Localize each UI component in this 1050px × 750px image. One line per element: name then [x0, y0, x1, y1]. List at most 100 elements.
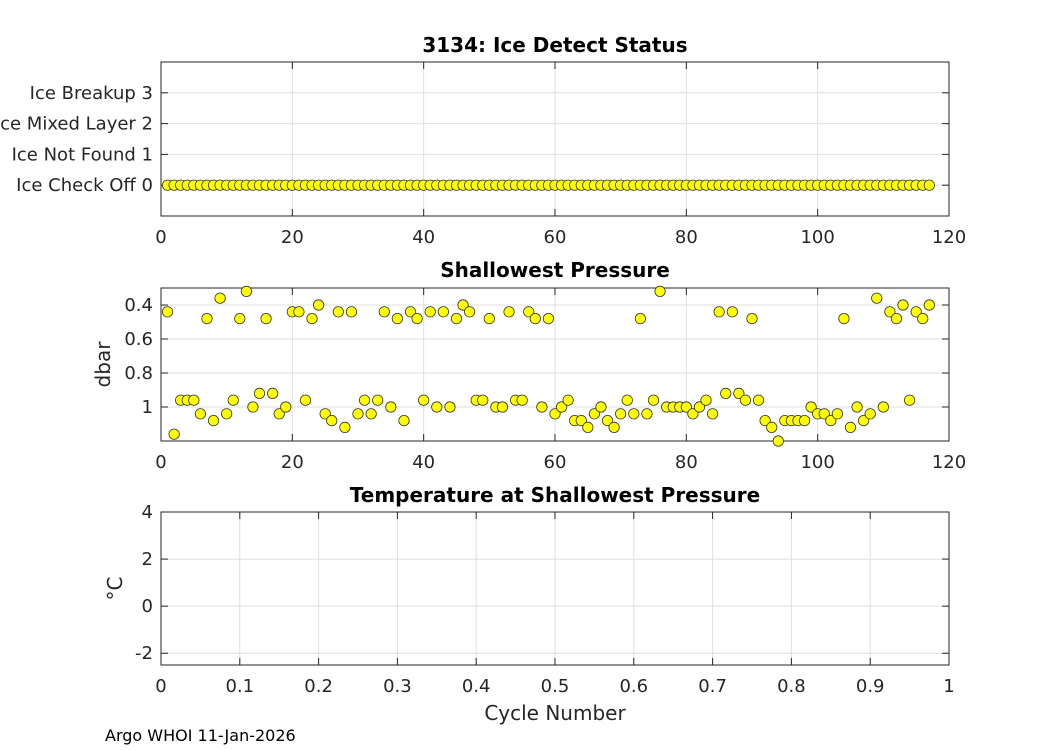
data-point — [424, 306, 436, 318]
data-point — [641, 408, 653, 420]
x-tick-label: 60 — [544, 452, 567, 473]
y-tick-label: 4 — [142, 502, 153, 523]
data-point — [385, 401, 397, 413]
y-tick-label: 1 — [142, 397, 153, 418]
data-point — [713, 306, 725, 318]
data-point — [838, 312, 850, 325]
data-point — [227, 394, 239, 406]
data-point — [240, 285, 252, 297]
data-point — [365, 408, 377, 420]
x-tick-label: 80 — [675, 452, 698, 473]
x-tick-label: 40 — [412, 452, 435, 473]
data-point — [746, 312, 758, 325]
data-point — [221, 408, 233, 420]
data-point — [391, 312, 403, 325]
data-point — [477, 394, 489, 406]
data-point — [772, 435, 784, 447]
data-point — [582, 421, 594, 433]
data-point — [378, 306, 390, 318]
data-point — [234, 312, 246, 325]
data-point — [319, 408, 331, 420]
x-tick-label: 1 — [943, 676, 954, 697]
x-tick-label: 0 — [155, 452, 166, 473]
data-point — [706, 408, 719, 420]
data-point — [555, 401, 568, 413]
y-tick-label: Ice Check Off 0 — [16, 175, 153, 196]
x-tick-label: 20 — [281, 227, 304, 248]
data-point — [877, 401, 889, 413]
data-point — [404, 306, 417, 318]
temperature-axes: 0 0.1 0.2 0.3 0.4 0.5 0.6 0.7 0.8 0.9 1-2024Temper… — [103, 483, 955, 725]
data-point — [457, 299, 469, 311]
data-point — [628, 408, 640, 420]
data-point — [608, 421, 620, 433]
data-point — [503, 306, 515, 318]
data-point — [201, 312, 213, 325]
data-point — [831, 408, 843, 420]
data-point — [588, 408, 601, 420]
x-tick-label: 80 — [675, 227, 698, 248]
y-tick-label: 2 — [142, 549, 153, 570]
data-point — [575, 414, 587, 427]
data-point — [923, 299, 935, 311]
x-tick-label: 0.8 — [777, 676, 806, 697]
chart-title: Temperature at Shallowest Pressure — [350, 483, 760, 507]
y-tick-label: 0.8 — [124, 363, 153, 384]
data-point — [726, 306, 738, 318]
footer-text: Argo WHOI 11-Jan-2026 — [105, 726, 296, 745]
data-point — [273, 408, 285, 420]
x-tick-label: 0.4 — [462, 676, 491, 697]
chart-title: 3134: Ice Detect Status — [422, 33, 687, 57]
data-point — [529, 312, 541, 325]
chart-title: Shallowest Pressure — [440, 258, 670, 282]
data-point — [418, 394, 430, 406]
data-point — [293, 306, 305, 318]
data-point — [523, 306, 535, 318]
data-point — [214, 292, 226, 304]
data-point — [253, 387, 266, 399]
data-point — [798, 414, 811, 427]
x-tick-label: 0.3 — [383, 676, 412, 697]
y-tick-label: -2 — [135, 643, 153, 664]
y-tick-label: 0.6 — [124, 329, 153, 350]
x-tick-label: 0.2 — [304, 676, 333, 697]
y-axis-label: °C — [103, 577, 127, 601]
data-point — [161, 306, 174, 318]
data-point — [168, 428, 180, 440]
data-point — [260, 312, 272, 325]
data-point — [306, 312, 318, 325]
data-point — [825, 414, 837, 427]
data-point — [444, 401, 456, 413]
data-point — [280, 401, 292, 413]
x-axis-label: Cycle Number — [484, 701, 626, 725]
data-point — [516, 394, 528, 406]
x-tick-label: 100 — [800, 452, 834, 473]
data-point — [752, 394, 765, 406]
data-point — [345, 306, 358, 318]
data-point — [339, 421, 351, 433]
data-point — [634, 312, 646, 325]
data-point — [917, 312, 929, 325]
x-tick-label: 20 — [281, 452, 304, 473]
y-tick-label: Ice Breakup 3 — [30, 83, 153, 104]
data-point — [615, 408, 627, 420]
data-point — [411, 312, 423, 325]
data-point — [496, 401, 509, 413]
data-point — [601, 414, 614, 427]
x-tick-label: 120 — [932, 452, 966, 473]
data-point — [562, 394, 574, 406]
data-point — [903, 394, 916, 406]
x-tick-label: 100 — [800, 227, 834, 248]
y-axis-label: dbar — [91, 341, 115, 388]
data-point — [267, 387, 279, 399]
y-tick-label: Ice Mixed Layer 2 — [0, 114, 153, 135]
data-point — [858, 414, 870, 427]
data-point — [871, 292, 883, 304]
data-point — [595, 401, 607, 413]
data-point — [884, 306, 896, 318]
data-point — [194, 408, 206, 420]
data-point — [851, 401, 863, 413]
data-point — [464, 306, 476, 318]
data-point — [299, 394, 312, 406]
data-point — [326, 414, 338, 427]
